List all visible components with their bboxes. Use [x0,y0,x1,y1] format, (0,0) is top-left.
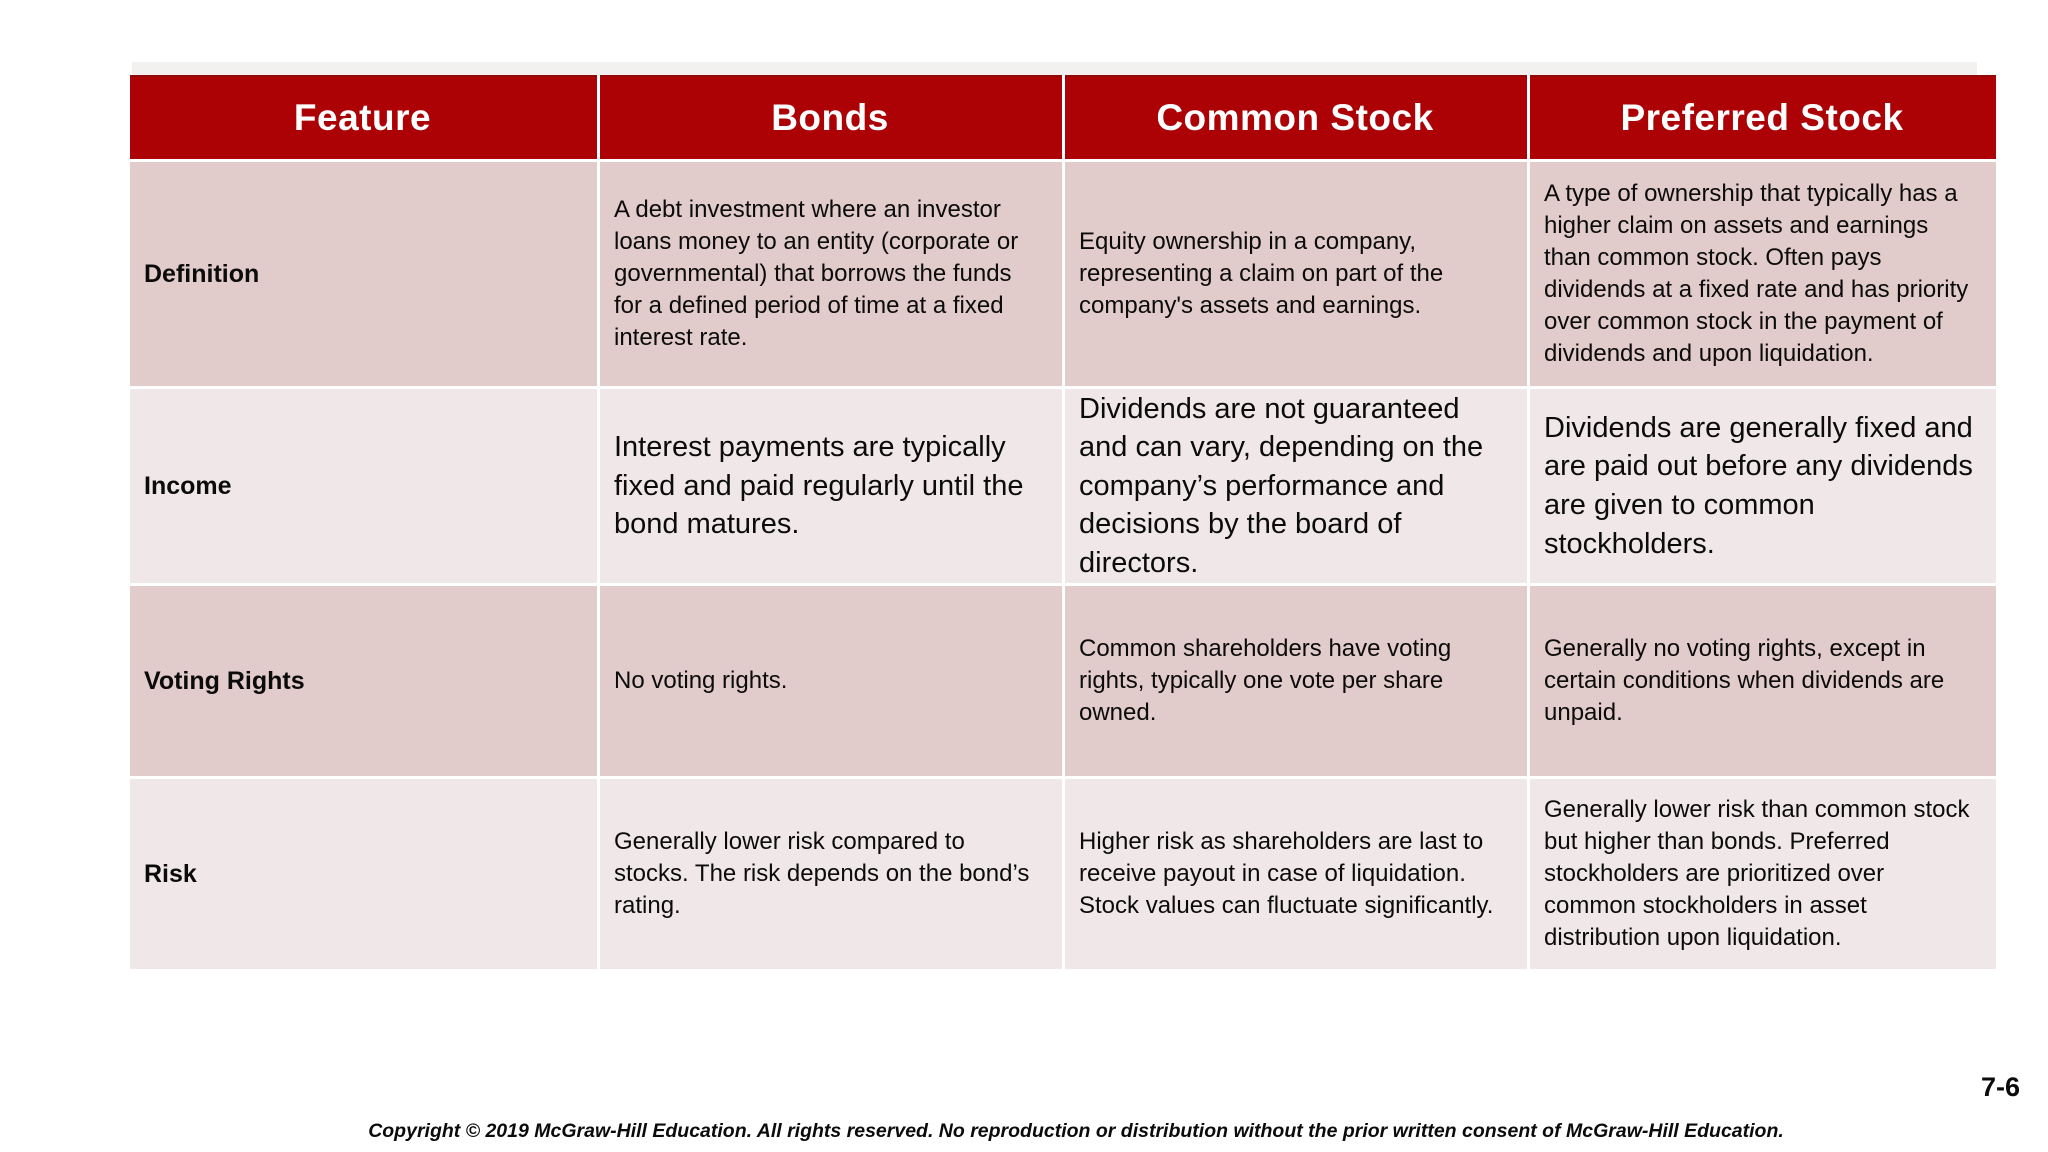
cell-text: Generally no voting rights, except in ce… [1544,635,1945,726]
row-definition-common-stock: Equity ownership in a company, represent… [1065,162,1527,386]
cell-text: A type of ownership that typically has a… [1544,180,1969,367]
cell-text: Higher risk as shareholders are last to … [1079,828,1494,919]
feature-label: Definition [144,259,260,288]
cell-text: A debt investment where an investor loan… [614,196,1019,351]
row-income-bonds: Interest payments are typically fixed an… [600,389,1062,583]
cell-text: Generally lower risk compared to stocks.… [614,828,1030,919]
column-header-label: Bonds [771,97,889,138]
cell-text: Equity ownership in a company, represent… [1079,228,1444,319]
row-definition-feature: Definition [130,162,597,386]
comparison-table: Feature Bonds Common Stock Preferred Sto… [130,75,1996,971]
feature-label: Risk [144,859,197,888]
feature-label: Voting Rights [144,666,305,695]
row-risk-feature: Risk [130,779,597,969]
row-income-preferred-stock: Dividends are generally fixed and are pa… [1530,389,1996,583]
row-definition-bonds: A debt investment where an investor loan… [600,162,1062,386]
page-number: 7-6 [1980,1072,2020,1102]
row-voting-rights-common-stock: Common shareholders have voting rights, … [1065,586,1527,776]
column-header-label: Preferred Stock [1620,97,1904,138]
row-definition-preferred-stock: A type of ownership that typically has a… [1530,162,1996,386]
cell-text: No voting rights. [614,667,788,695]
column-header-common-stock: Common Stock [1065,75,1527,159]
column-header-label: Feature [293,97,432,138]
cell-text: Generally lower risk than common stock b… [1544,796,1970,951]
slide-shadow-band [132,62,1977,75]
row-risk-common-stock: Higher risk as shareholders are last to … [1065,779,1527,969]
feature-label: Income [144,471,232,500]
column-header-bonds: Bonds [600,75,1062,159]
row-income-feature: Income [130,389,597,583]
cell-text: Dividends are generally fixed and are pa… [1544,411,1973,560]
row-risk-bonds: Generally lower risk compared to stocks.… [600,779,1062,969]
column-header-preferred-stock: Preferred Stock [1530,75,1996,159]
copyright-notice: Copyright © 2019 McGraw-Hill Education. … [368,1120,1784,1142]
cell-text: Interest payments are typically fixed an… [614,431,1024,541]
cell-text: Dividends are not guaranteed and can var… [1079,392,1484,579]
row-income-common-stock: Dividends are not guaranteed and can var… [1065,389,1527,583]
cell-text: Common shareholders have voting rights, … [1079,635,1452,726]
column-header-feature: Feature [130,75,597,159]
row-voting-rights-preferred-stock: Generally no voting rights, except in ce… [1530,586,1996,776]
row-voting-rights-feature: Voting Rights [130,586,597,776]
column-header-label: Common Stock [1156,97,1434,138]
row-risk-preferred-stock: Generally lower risk than common stock b… [1530,779,1996,969]
row-voting-rights-bonds: No voting rights. [600,586,1062,776]
